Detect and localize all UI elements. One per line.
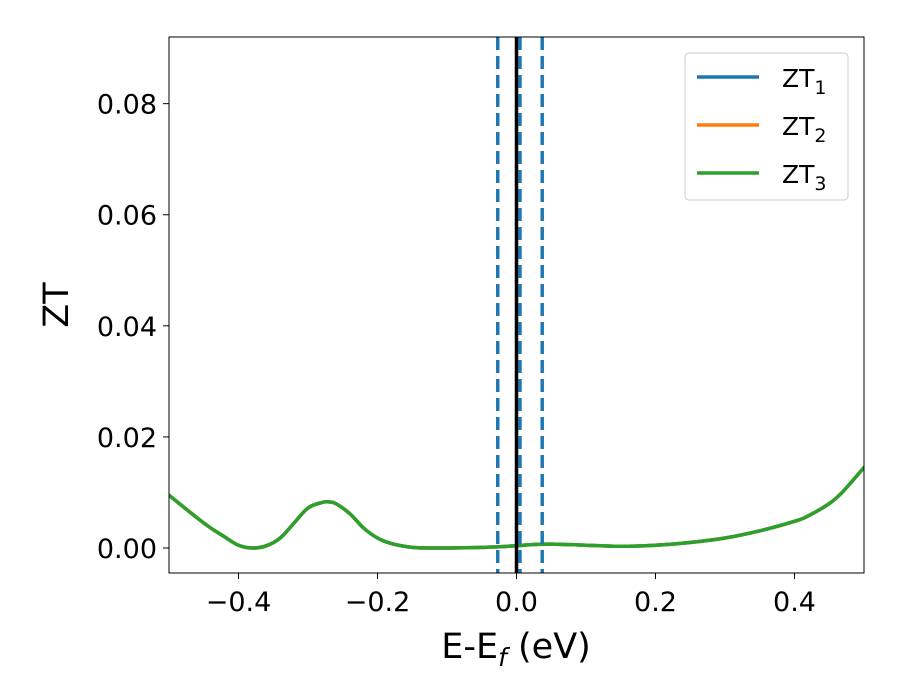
- x-axis-label: E-Ef (eV): [441, 627, 591, 672]
- legend-box: [684, 52, 849, 201]
- x-tick-label: −0.4: [206, 587, 272, 618]
- series-layer: [169, 465, 864, 550]
- legend: ZT1 ZT2 ZT3: [684, 52, 849, 201]
- x-tick-label: 0.2: [634, 587, 677, 618]
- y-tick-label: 0.02: [97, 423, 157, 454]
- series-line-zt3: [169, 465, 864, 550]
- y-axis-ticks: 0.00 0.02 0.04 0.06 0.08: [97, 90, 169, 565]
- y-tick-label: 0.06: [97, 201, 157, 232]
- x-tick-label: 0.4: [773, 587, 816, 618]
- y-tick-label: 0.00: [97, 534, 157, 565]
- vertical-lines-layer: [495, 37, 544, 573]
- legend-label-zt3: ZT3: [782, 160, 827, 195]
- x-tick-label: 0.0: [495, 587, 538, 618]
- y-tick-label: 0.04: [97, 312, 157, 343]
- y-axis-label: ZT: [37, 282, 77, 328]
- legend-label-zt1: ZT1: [782, 64, 827, 99]
- legend-label-zt2: ZT2: [782, 112, 827, 147]
- x-axis-ticks: −0.4 −0.2 0.0 0.2 0.4: [206, 573, 816, 618]
- y-tick-label: 0.08: [97, 90, 157, 121]
- x-tick-label: −0.2: [345, 587, 411, 618]
